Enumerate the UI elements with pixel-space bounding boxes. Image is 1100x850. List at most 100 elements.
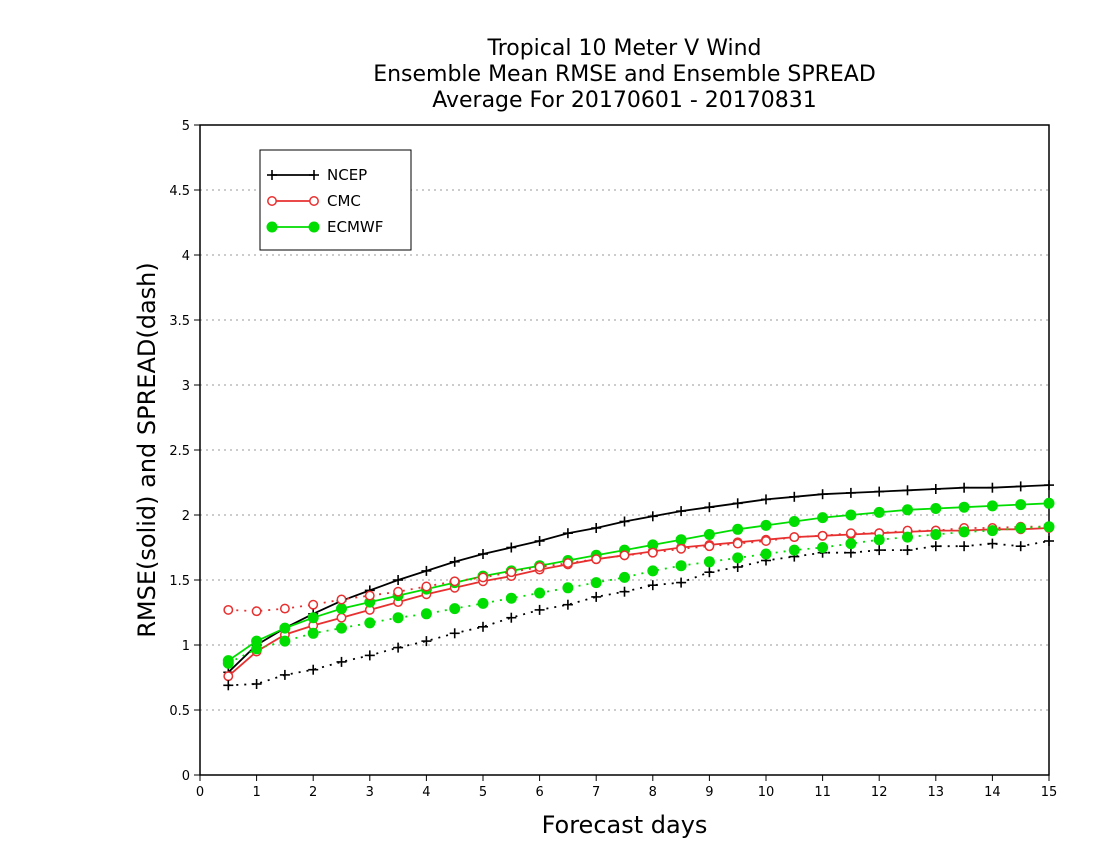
ecmwf-rmse-point (788, 516, 800, 527)
ecmwf-spread-point (534, 587, 546, 599)
ecmwf-rmse-point (307, 612, 319, 624)
ecmwf-rmse-point (279, 622, 291, 634)
ecmwf-spread-point (449, 603, 461, 615)
cmc-spread-point (647, 547, 658, 558)
cmc-spread-point (279, 603, 290, 614)
chart-title-line-2: Ensemble Mean RMSE and Ensemble SPREAD (373, 62, 876, 87)
cmc-spread-point (704, 541, 715, 552)
ecmwf-spread-point (1043, 521, 1055, 533)
cmc-spread-point (251, 606, 262, 617)
y-tick-label: 0.5 (169, 704, 190, 719)
series-ecmwf-rmse (222, 497, 1055, 667)
ecmwf-spread-point (817, 542, 829, 553)
x-tick-label: 5 (479, 785, 487, 800)
y-tick-label: 4.5 (169, 184, 190, 199)
ecmwf-rmse-point (336, 603, 347, 615)
ecmwf-spread-point (675, 560, 687, 572)
ecmwf-spread-point (1015, 522, 1027, 534)
cmc-spread-point (506, 567, 517, 578)
ecmwf-spread-point (562, 582, 574, 594)
cmc-spread-point (845, 528, 856, 539)
x-tick-label: 0 (196, 785, 204, 800)
y-axis-label: RMSE(solid) and SPREAD(dash) (133, 262, 161, 638)
ecmwf-spread-point (619, 571, 630, 583)
x-tick-label: 6 (535, 785, 543, 800)
legend-marker-ecmwf (308, 221, 320, 233)
cmc-rmse-line (227, 527, 1050, 677)
ecmwf-rmse-point (873, 506, 885, 518)
chart-title-line-1: Tropical 10 Meter V Wind (487, 36, 762, 61)
cmc-spread-point (591, 554, 602, 565)
ecmwf-spread-point (902, 531, 913, 543)
ecmwf-spread-point (420, 608, 432, 620)
y-tick-label: 3 (182, 379, 190, 394)
x-tick-label: 14 (984, 785, 1001, 800)
cmc-spread-point (761, 536, 771, 546)
cmc-spread-point (478, 572, 488, 583)
ecmwf-spread-point (873, 534, 885, 546)
cmc-spread-point (449, 576, 460, 587)
chart-title-line-3: Average For 20170601 - 20170831 (432, 88, 817, 113)
x-tick-label: 4 (422, 785, 430, 800)
cmc-spread-point (336, 594, 347, 605)
ecmwf-spread-point (307, 627, 319, 639)
y-tick-label: 5 (182, 119, 190, 134)
ecmwf-rmse-point (1015, 499, 1027, 511)
ecmwf-spread-point (251, 643, 263, 655)
cmc-spread-point (421, 581, 432, 592)
legend-marker-cmc (267, 196, 277, 206)
ecmwf-spread-point (505, 592, 517, 604)
y-tick-label: 1 (182, 639, 190, 654)
ecmwf-spread-point (845, 538, 857, 550)
ecmwf-spread-point (222, 657, 234, 669)
ecmwf-spread-point (364, 617, 376, 629)
ecmwf-rmse-point (817, 512, 829, 524)
x-tick-label: 3 (366, 785, 374, 800)
legend-label-ecmwf: ECMWF (327, 218, 383, 236)
y-tick-label: 1.5 (169, 574, 190, 589)
ecmwf-spread-point (590, 577, 602, 589)
x-tick-label: 9 (705, 785, 713, 800)
cmc-spread-point (619, 550, 630, 561)
ecmwf-spread-point (336, 622, 347, 634)
ecmwf-rmse-point (902, 504, 913, 516)
x-tick-label: 2 (309, 785, 317, 800)
x-tick-label: 10 (758, 785, 775, 800)
ecmwf-spread-point (392, 612, 404, 624)
cmc-spread-point (534, 562, 545, 572)
x-tick-label: 12 (871, 785, 888, 800)
cmc-spread-point (223, 604, 234, 615)
ecmwf-rmse-point (930, 503, 942, 514)
ecmwf-rmse-point (845, 509, 857, 521)
series-ncep-spread (223, 536, 1054, 691)
ecmwf-spread-point (760, 548, 772, 560)
cmc-rmse-point (223, 671, 234, 682)
legend-marker-cmc (309, 196, 319, 206)
ecmwf-rmse-point (675, 534, 687, 546)
ecmwf-spread-point (647, 565, 659, 577)
legend-marker-ecmwf (266, 221, 278, 233)
ecmwf-spread-point (279, 635, 291, 647)
ecmwf-spread-point (732, 552, 744, 564)
cmc-rmse-point (336, 612, 347, 623)
cmc-spread-point (817, 530, 828, 541)
ecmwf-rmse-point (958, 501, 970, 513)
y-tick-label: 3.5 (169, 314, 190, 329)
ecmwf-spread-point (788, 544, 800, 556)
y-tick-label: 0 (182, 769, 190, 784)
cmc-spread-point (732, 538, 743, 549)
y-tick-label: 2.5 (169, 444, 190, 459)
ncep-spread-line (228, 540, 1050, 687)
ecmwf-spread-point (703, 556, 715, 568)
ecmwf-spread-point (930, 529, 942, 540)
cmc-spread-point (562, 558, 573, 569)
ecmwf-rmse-point (760, 519, 772, 531)
series-cmc-spread (223, 521, 1054, 617)
x-axis-label: Forecast days (542, 811, 708, 839)
series-ecmwf-spread (222, 521, 1055, 669)
ecmwf-rmse-point (1043, 497, 1055, 509)
legend-box (259, 149, 412, 251)
ecmwf-rmse-point (703, 529, 715, 540)
cmc-spread-point (789, 532, 800, 543)
